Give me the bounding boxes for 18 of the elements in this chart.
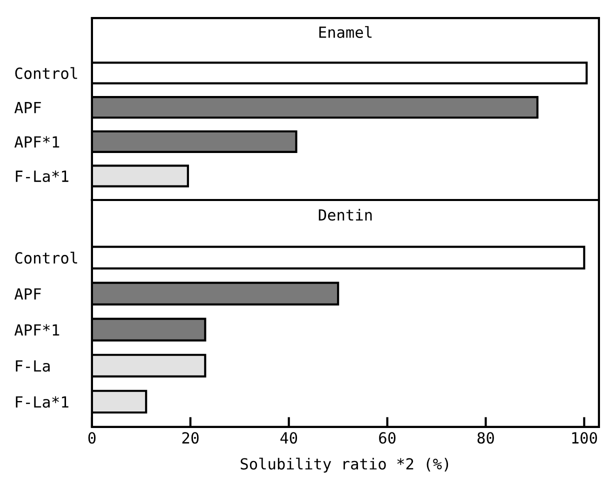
x-tick-label: 80 xyxy=(478,432,494,444)
y-tick-label: F-La*1 xyxy=(16,170,68,182)
x-tick-label: 60 xyxy=(379,432,396,444)
y-tick-label: APF*1 xyxy=(14,324,60,336)
y-tick-label: APF xyxy=(14,102,41,114)
y-tick-label: F-La xyxy=(16,360,50,372)
y-tick-label: F-La*1 xyxy=(16,396,68,408)
chart-title: Dentin xyxy=(318,208,372,221)
x-axis-title: Solubility ratio *2 (%) xyxy=(240,458,448,473)
x-tick-label: 20 xyxy=(182,432,199,444)
chart-title: Enamel xyxy=(319,26,372,38)
y-tick-label: Control xyxy=(15,67,78,80)
y-tick-label: Control xyxy=(15,252,78,264)
x-tick-label: 100 xyxy=(572,432,597,444)
y-tick-label: APF xyxy=(14,288,41,300)
x-tick-label: 40 xyxy=(280,432,298,444)
x-tick-label: 0 xyxy=(88,432,96,444)
y-tick-label: APF*1 xyxy=(14,136,60,148)
